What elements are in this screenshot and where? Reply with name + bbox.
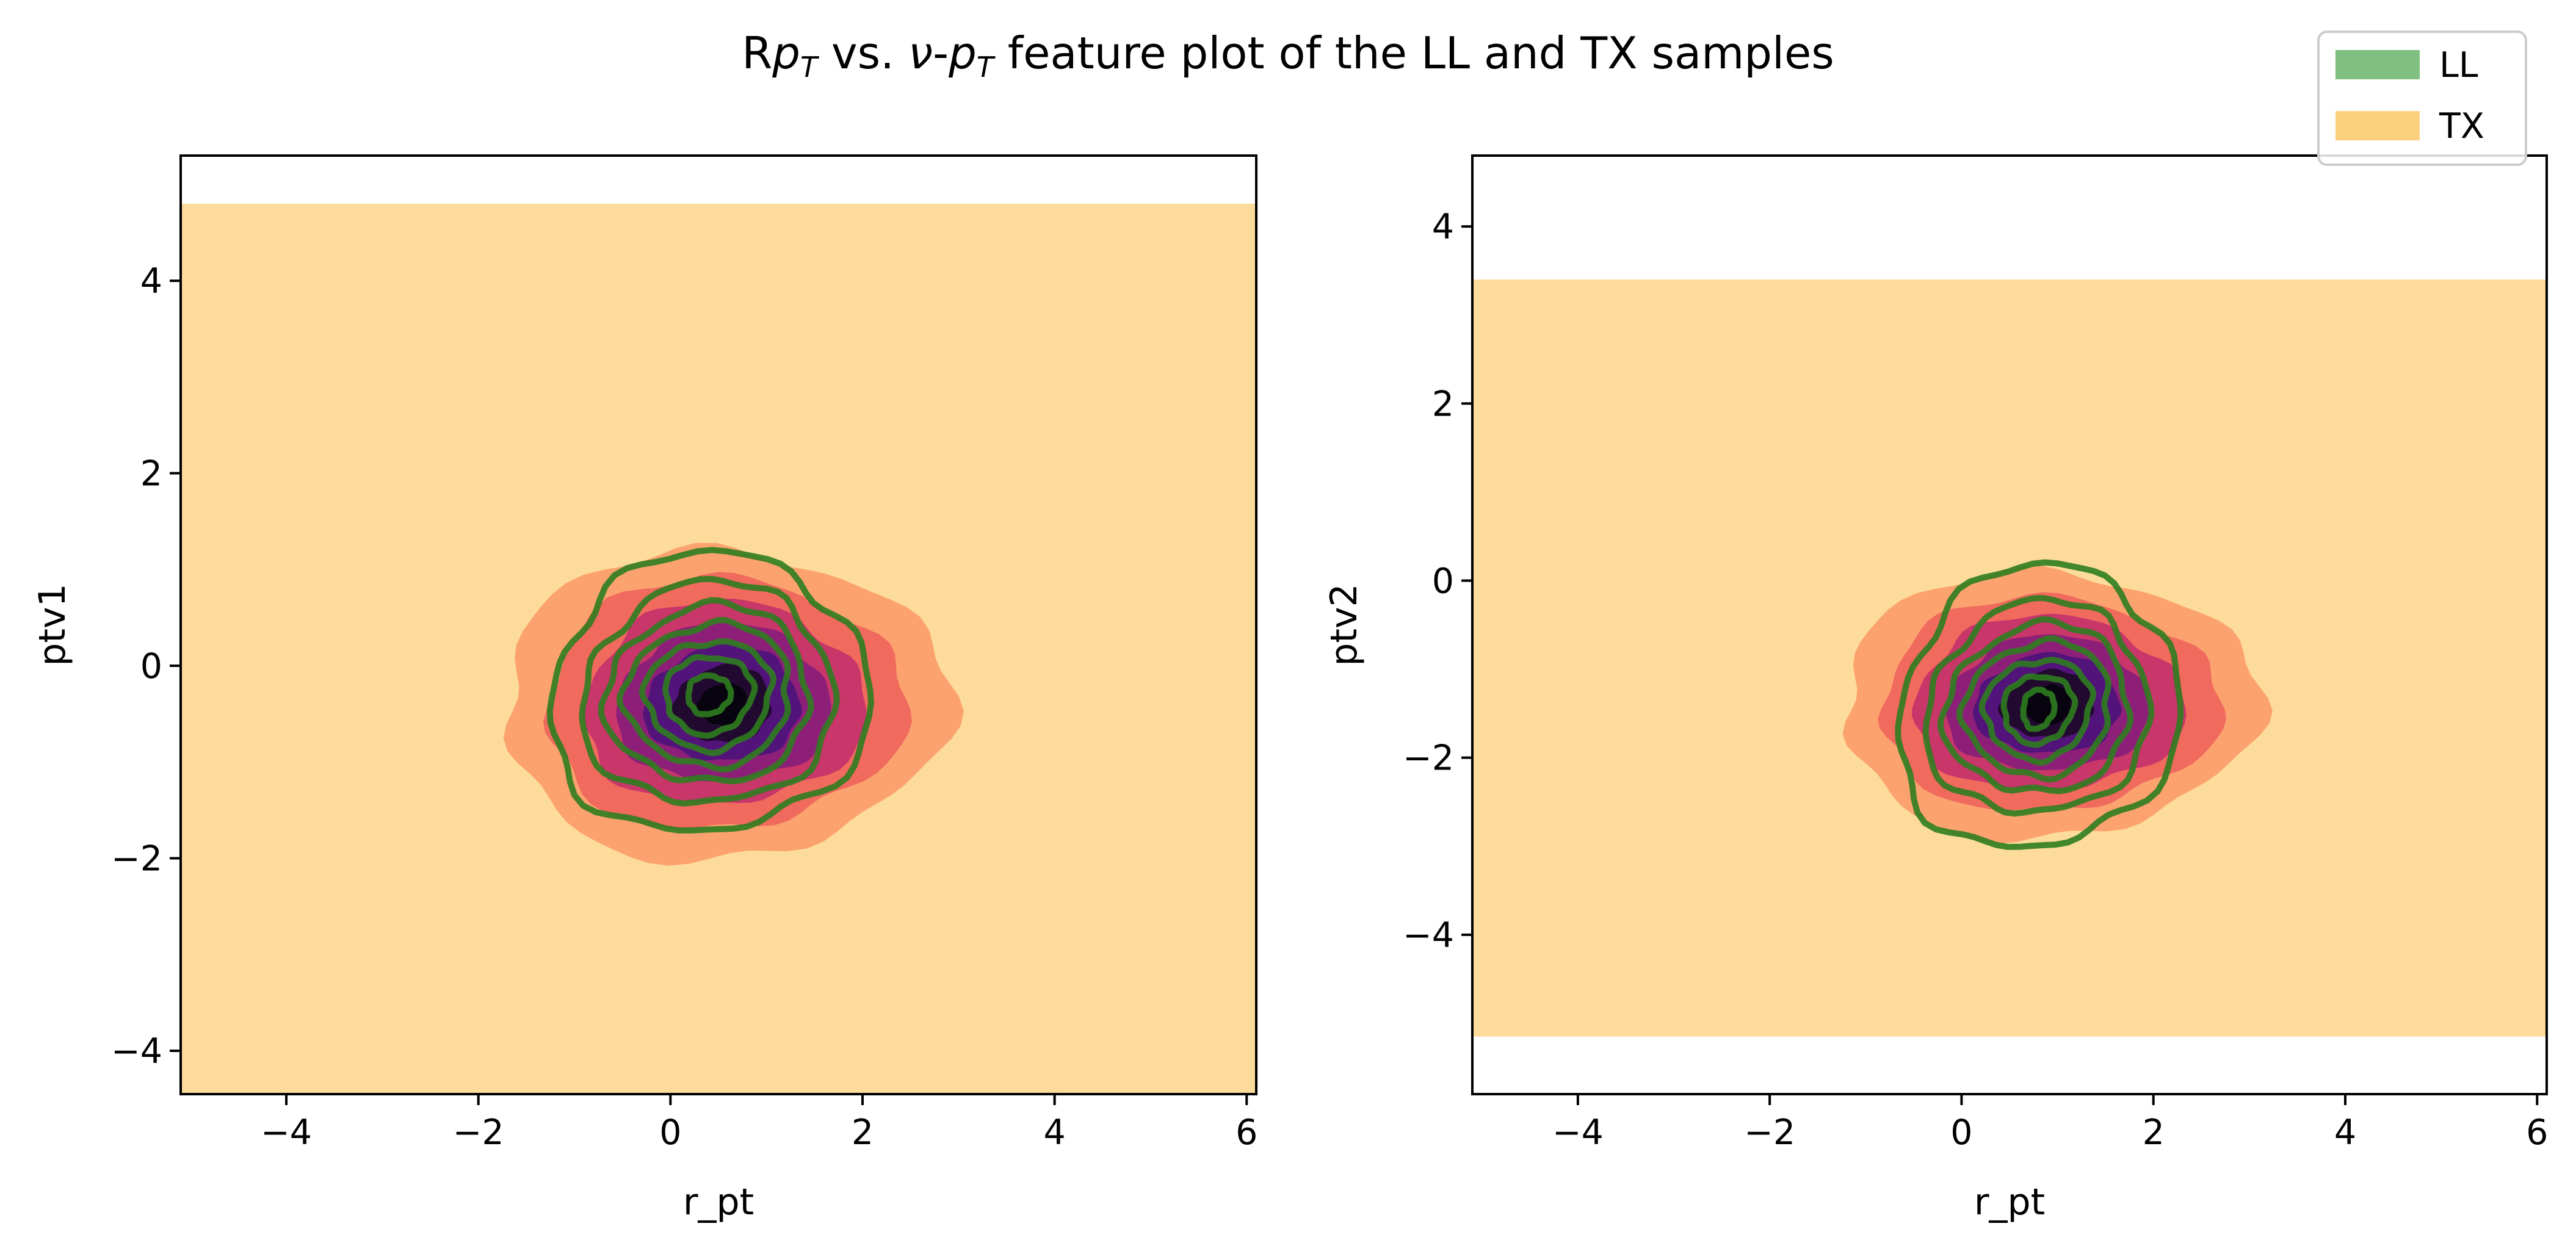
- x-axis-label: r_pt: [683, 1181, 754, 1223]
- y-tick-label: 0: [140, 646, 162, 686]
- ll-contour-level-1: [546, 547, 874, 834]
- x-tick-label: −2: [1744, 1112, 1795, 1153]
- y-tick-label: 2: [140, 454, 162, 494]
- ll-contour-level-6: [2000, 673, 2079, 748]
- legend-label-tx: TX: [2439, 106, 2484, 146]
- ll-contour-level-2: [1922, 595, 2155, 817]
- y-axis-label: ptv1: [31, 583, 74, 666]
- x-tick-label: 0: [1950, 1112, 1972, 1153]
- x-tick-label: −2: [453, 1112, 504, 1153]
- legend-swatch-ll: [2335, 50, 2420, 79]
- ll-contour-level-4: [617, 617, 791, 773]
- x-axis-label: r_pt: [1974, 1181, 2045, 1223]
- ll-contour-level-7: [2020, 686, 2058, 732]
- x-tick-label: 6: [2526, 1112, 2548, 1153]
- plot-area: [1472, 279, 2547, 1037]
- y-axis-label: ptv2: [1323, 583, 1366, 666]
- ll-contour-level-3: [598, 597, 814, 785]
- legend-swatch-tx: [2335, 111, 2420, 140]
- y-tick-label: −4: [1403, 915, 1454, 956]
- x-tick-label: 2: [2143, 1112, 2165, 1153]
- axes-frame: [179, 154, 1257, 1095]
- x-tick-label: 6: [1236, 1112, 1257, 1153]
- ll-contour-level-6: [662, 654, 758, 739]
- axes-frame: [1471, 154, 2548, 1095]
- y-tick-label: 0: [1432, 561, 1454, 601]
- plot-area: [181, 203, 1256, 1094]
- y-tick-label: 4: [140, 261, 162, 301]
- x-tick-label: 0: [659, 1112, 681, 1153]
- y-tick-label: 2: [1432, 384, 1454, 424]
- ll-contour-level-7: [685, 672, 734, 718]
- x-tick-label: 4: [1043, 1112, 1065, 1153]
- ll-contour-level-4: [1956, 635, 2112, 783]
- left-panel: −4 −2 0 2 4 6 −4 −2 0 2 4 r_pt ptv1: [31, 154, 1257, 1223]
- x-tick-label: 2: [852, 1112, 874, 1153]
- ll-contour-level-3: [1937, 616, 2134, 795]
- x-tick-label: −4: [1552, 1112, 1604, 1153]
- ll-contour-level-5: [639, 638, 777, 757]
- figure-title: RpT vs. ν-pT feature plot of the LL and …: [742, 27, 1834, 84]
- x-tick-label: −4: [261, 1112, 312, 1153]
- legend-label-ll: LL: [2439, 45, 2478, 85]
- ll-contour-level-5: [1978, 657, 2097, 766]
- ll-contour-level-1: [1895, 559, 2184, 850]
- legend: LL TX: [2317, 31, 2527, 166]
- y-tick-label: −2: [1403, 738, 1454, 779]
- y-tick-label: −2: [111, 839, 162, 879]
- right-panel: −4 −2 0 2 4 6 −4 −2 0 2 4 r_pt ptv2: [1323, 154, 2548, 1223]
- y-tick-label: −4: [111, 1031, 162, 1072]
- ll-contour-level-2: [579, 575, 840, 807]
- x-tick-label: 4: [2334, 1112, 2356, 1153]
- y-tick-label: 4: [1432, 207, 1454, 247]
